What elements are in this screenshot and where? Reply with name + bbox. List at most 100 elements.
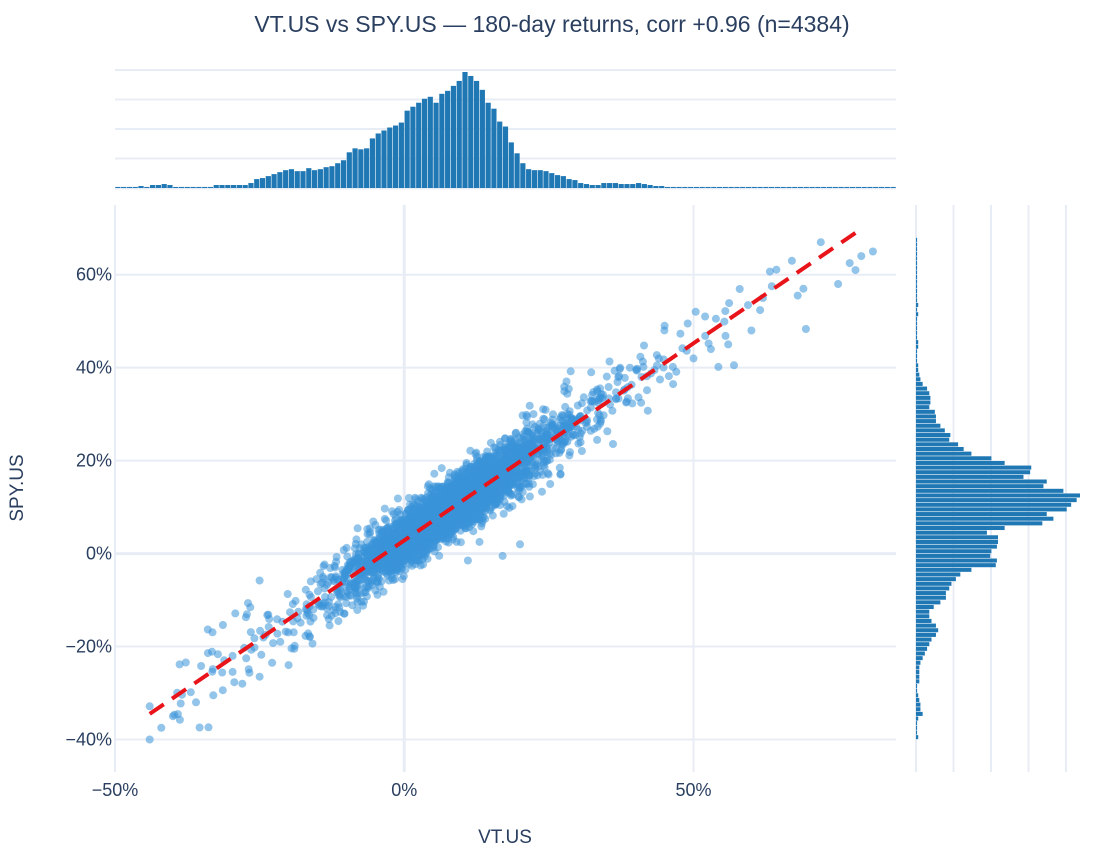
top-hist-bar — [369, 138, 376, 188]
top-hist-bar — [664, 187, 671, 188]
scatter-point — [353, 606, 362, 614]
right-hist-bar — [916, 237, 918, 242]
scatter-point — [656, 375, 664, 384]
top-hist-bar — [653, 186, 659, 188]
scatter-point — [561, 402, 570, 411]
scatter-point — [273, 629, 282, 638]
top-hist-bar — [821, 187, 827, 188]
scatter-point — [464, 482, 473, 491]
scatter-point — [546, 480, 555, 488]
scatter-point — [353, 576, 362, 585]
top-hist-bar — [595, 185, 601, 188]
top-hist-bar — [682, 187, 688, 188]
scatter-point — [348, 601, 357, 610]
scatter-point — [765, 267, 774, 276]
top-hist-bar — [491, 108, 497, 188]
right-hist-bar — [916, 670, 920, 675]
scatter-point — [313, 587, 322, 596]
right-hist-bar — [916, 577, 956, 582]
scatter-point — [204, 723, 213, 732]
scatter-point — [157, 723, 166, 732]
scatter-point — [554, 424, 563, 433]
top-hist-bar — [155, 185, 161, 188]
scatter-point — [439, 531, 448, 540]
right-hist-bar — [916, 479, 1047, 484]
top-hist-bar — [520, 163, 526, 188]
top-hist-bar — [751, 187, 757, 188]
right-hist-bar — [916, 307, 918, 312]
top-hist-bar — [404, 110, 410, 188]
scatter-point — [799, 284, 808, 293]
right-hist-bar — [916, 460, 1005, 465]
top-hist-bar — [184, 187, 190, 188]
right-hist-bar — [916, 261, 918, 266]
scatter-point — [490, 482, 499, 491]
scatter-point — [488, 511, 497, 520]
scatter-point — [868, 247, 877, 256]
scatter-point — [845, 259, 854, 268]
scatter-point — [410, 539, 419, 548]
right-hist-bar — [916, 502, 1072, 507]
top-hist-bar — [421, 98, 428, 188]
scatter-point — [335, 603, 344, 612]
scatter-point — [458, 467, 467, 476]
scatter-point — [640, 341, 648, 350]
scatter-point — [197, 662, 206, 670]
scatter-point — [472, 513, 481, 522]
scatter-point — [701, 331, 710, 340]
right-hist-bar — [916, 572, 961, 577]
right-hist-bar — [916, 493, 1080, 498]
scatter-point — [387, 569, 396, 578]
scatter-point — [306, 577, 315, 586]
top-hist-bar — [497, 121, 503, 188]
scatter-point — [168, 712, 177, 721]
scatter-point — [203, 625, 212, 634]
scatter-point — [390, 524, 399, 532]
scatter-point — [610, 366, 619, 375]
right-hist-bar — [916, 242, 918, 247]
top-hist-bar — [850, 187, 856, 188]
right-hist-bar — [916, 674, 920, 679]
top-hist-bar — [138, 186, 144, 188]
scatter-point — [730, 361, 738, 370]
top-hist-bar — [375, 133, 381, 188]
right-hist-bar — [916, 391, 930, 396]
scatter-point — [339, 546, 348, 554]
scatter-point — [628, 399, 637, 408]
scatter-point — [448, 513, 457, 521]
scatter-point — [175, 715, 184, 724]
top-hist-bar — [462, 72, 468, 188]
scatter-point — [392, 560, 401, 568]
scatter-point — [579, 393, 588, 402]
scatter-point — [711, 314, 720, 323]
right-hist-bar — [916, 405, 930, 410]
right-hist-bar — [916, 321, 918, 326]
scatter-point — [531, 464, 540, 473]
scatter-point — [460, 510, 469, 519]
scatter-point — [238, 679, 247, 688]
right-hist-bar — [916, 525, 1005, 531]
right-hist-bar — [916, 604, 934, 610]
scatter-point — [373, 536, 382, 545]
scatter-point — [284, 661, 293, 670]
scatter-point — [231, 609, 240, 618]
top-hist-bar — [612, 183, 619, 188]
scatter-point — [398, 575, 407, 584]
scatter-point — [454, 478, 463, 487]
top-hist-bar — [780, 187, 786, 188]
right-hist-bar — [916, 428, 945, 433]
top-hist-bar — [398, 122, 404, 188]
scatter-point — [576, 438, 585, 447]
right-hist-bar — [916, 349, 918, 354]
scatter-point — [301, 585, 310, 594]
top-hist-bar — [277, 172, 283, 188]
scatter-point — [353, 557, 362, 566]
scatter-point — [350, 585, 359, 594]
scatter-point — [522, 410, 531, 419]
right-hist-bar — [916, 693, 919, 698]
scatter-point — [427, 500, 436, 509]
right-hist-bar — [916, 553, 991, 558]
top-hist-bar — [769, 187, 775, 188]
top-hist-bar — [144, 187, 150, 188]
